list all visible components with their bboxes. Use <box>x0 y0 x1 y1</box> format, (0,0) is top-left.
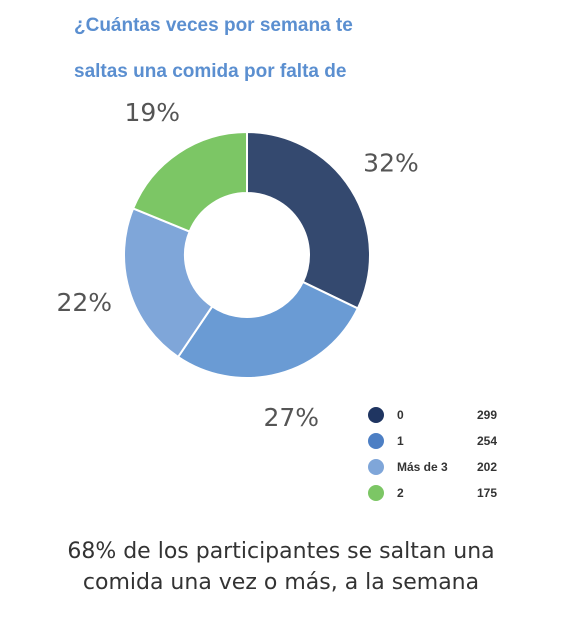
legend-value-1: 254 <box>477 434 498 448</box>
donut-slice-0 <box>246 130 371 310</box>
legend-value-0: 299 <box>477 408 498 422</box>
caption-line-1: 68% de los participantes se saltan una <box>67 539 495 564</box>
legend-label-0: 0 <box>397 408 404 422</box>
slice-percent-label-0: 32% <box>363 149 419 178</box>
legend-swatch-2 <box>368 459 384 475</box>
caption: 68% de los participantes se saltan una c… <box>0 536 562 598</box>
donut-slice-2 <box>123 207 214 359</box>
donut-slice-1 <box>176 280 360 379</box>
legend-item-0: 0 299 <box>368 403 518 429</box>
chart-legend: 0 299 1 254 Más de 3 202 2 175 <box>368 403 518 507</box>
slice-percent-label-1: 27% <box>263 403 319 432</box>
legend-item-2: Más de 3 202 <box>368 455 518 481</box>
slice-percent-label-3: 19% <box>124 98 180 127</box>
legend-item-3: 2 175 <box>368 481 518 507</box>
legend-value-2: 202 <box>477 460 498 474</box>
legend-swatch-3 <box>368 485 384 501</box>
chart-title-line-1: ¿Cuántas veces por semana te <box>74 15 353 36</box>
slice-percent-label-2: 22% <box>56 288 112 317</box>
chart-title-line-2: saltas una comida por falta de <box>74 61 347 82</box>
legend-swatch-1 <box>368 433 384 449</box>
legend-label-1: 1 <box>397 434 404 448</box>
legend-swatch-0 <box>368 407 384 423</box>
caption-line-2: comida una vez o más, a la semana <box>82 570 480 595</box>
legend-label-2: Más de 3 <box>397 460 448 474</box>
legend-value-3: 175 <box>477 486 498 500</box>
donut-slice-3 <box>131 130 248 233</box>
legend-label-3: 2 <box>397 486 404 500</box>
legend-item-1: 1 254 <box>368 429 518 455</box>
